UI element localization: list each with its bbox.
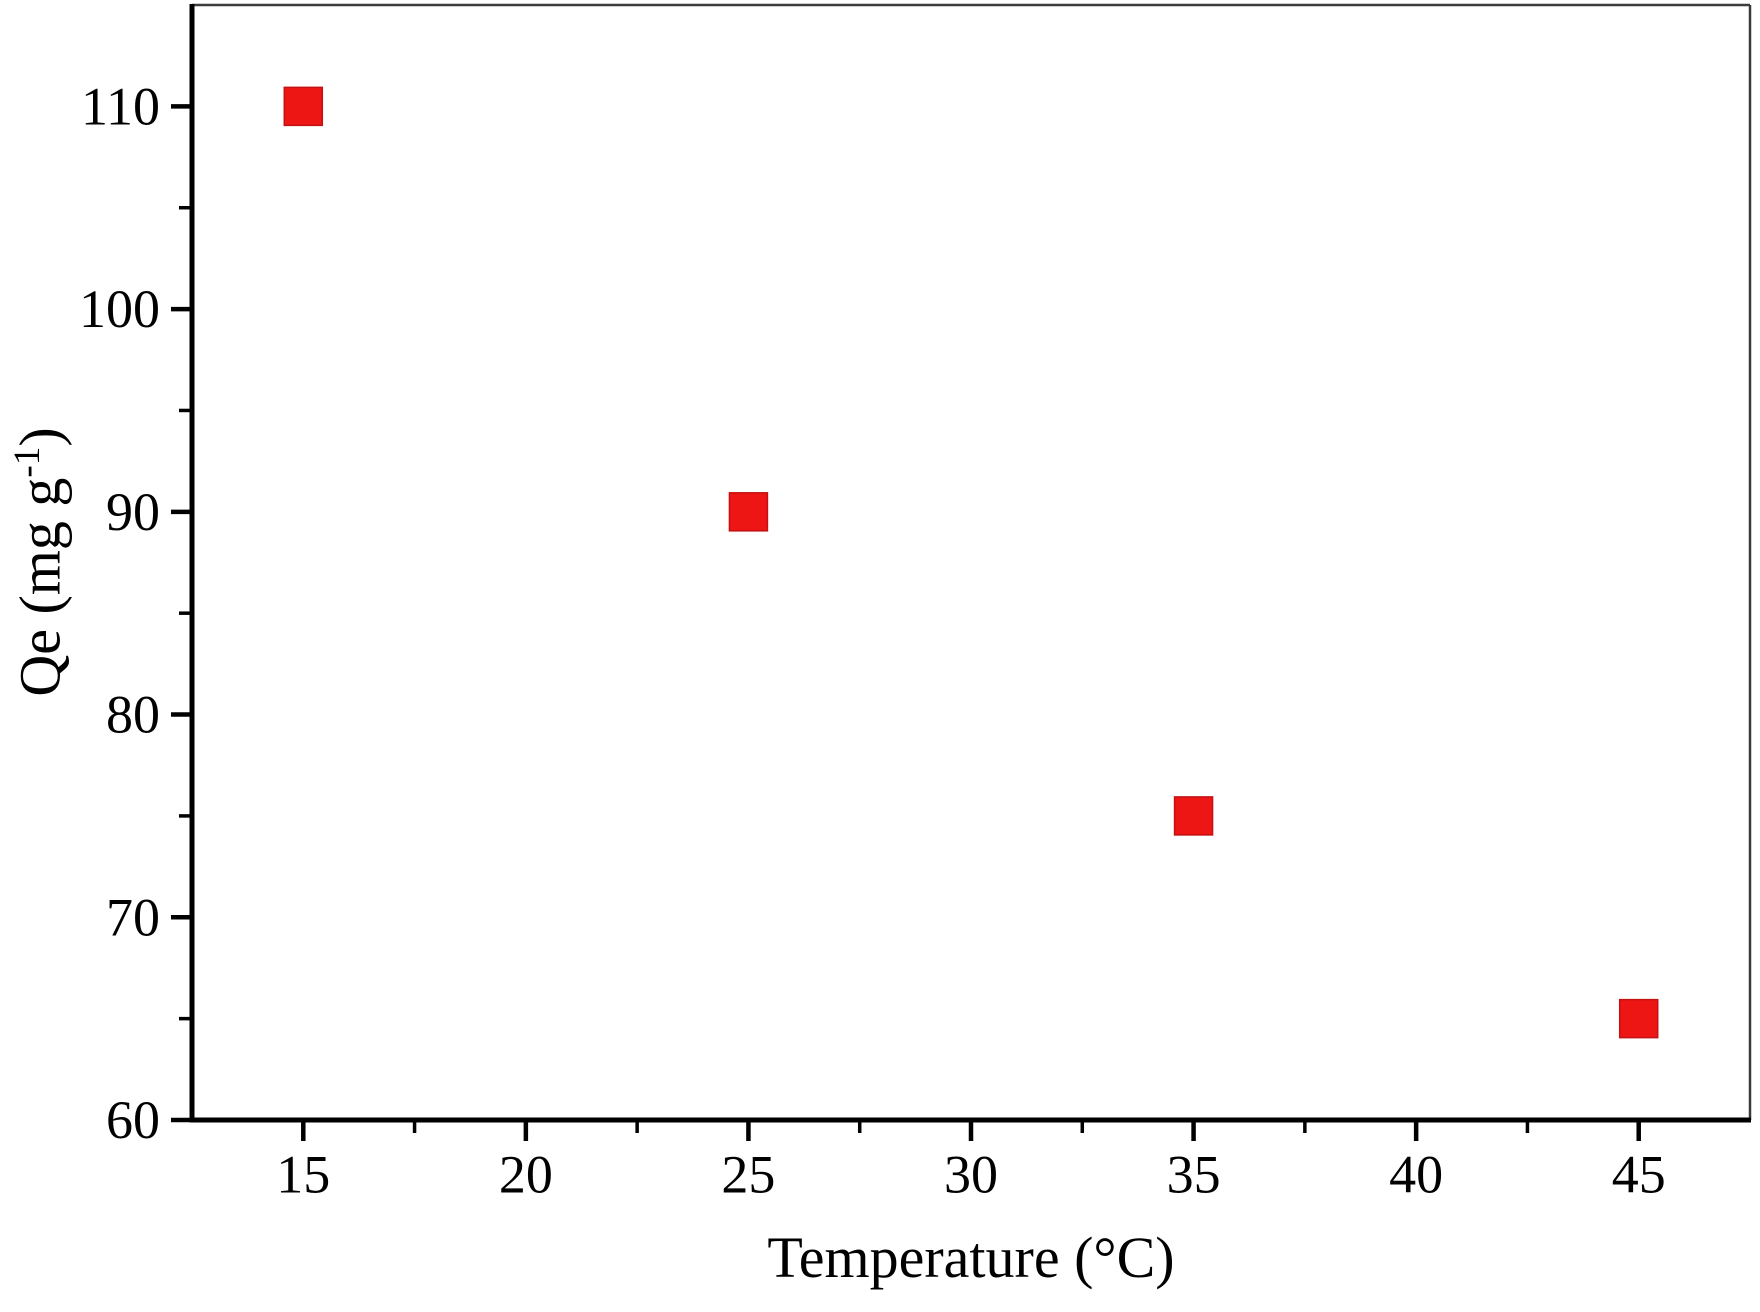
x-tick-label: 40 <box>1389 1144 1443 1204</box>
y-tick-label: 60 <box>106 1090 160 1150</box>
y-tick-label: 90 <box>106 482 160 542</box>
data-point-marker <box>728 492 769 532</box>
x-tick-label: 30 <box>944 1144 998 1204</box>
y-axis-title-text: Qe (mg g <box>7 477 73 697</box>
y-axis-unit-superscript: -1 <box>7 446 49 478</box>
x-tick-label: 15 <box>276 1144 330 1204</box>
y-tick-label: 110 <box>81 76 160 136</box>
data-point-marker <box>283 86 324 127</box>
y-axis-title: Qe (mg g-1) <box>7 427 74 696</box>
y-tick-label: 70 <box>106 887 160 947</box>
y-tick-label: 80 <box>106 685 160 745</box>
x-tick-label: 45 <box>1612 1144 1666 1204</box>
x-tick-label: 25 <box>721 1144 775 1204</box>
data-point-marker <box>1173 796 1214 836</box>
x-tick-label: 35 <box>1167 1144 1221 1204</box>
y-axis-title-close-paren: ) <box>7 427 73 447</box>
x-tick-label: 20 <box>499 1144 553 1204</box>
y-tick-label: 100 <box>79 279 160 339</box>
data-point-marker <box>1618 998 1659 1039</box>
x-axis-title: Temperature (°C) <box>192 1224 1750 1291</box>
x-axis-title-text: Temperature (°C) <box>767 1225 1175 1290</box>
